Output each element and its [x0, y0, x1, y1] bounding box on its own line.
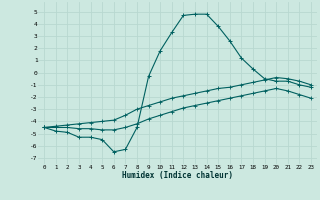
X-axis label: Humidex (Indice chaleur): Humidex (Indice chaleur) — [122, 171, 233, 180]
